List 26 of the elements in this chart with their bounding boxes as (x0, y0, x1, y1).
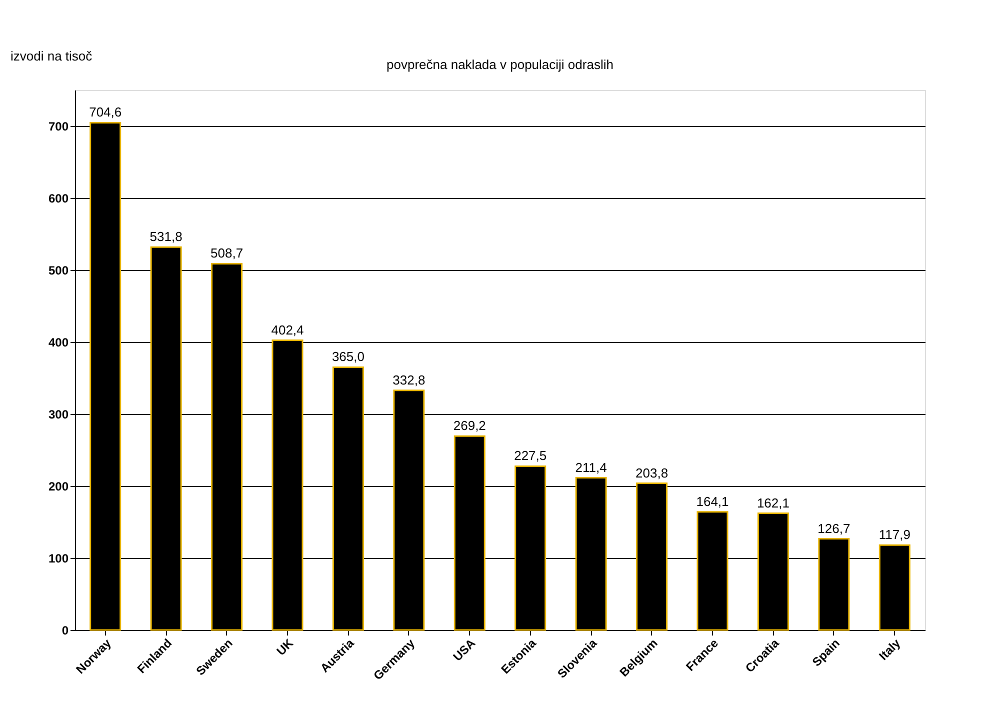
data-label: 402,4 (271, 322, 304, 338)
data-label: 117,9 (878, 527, 910, 542)
data-label: 211,4 (575, 460, 607, 475)
y-tick-label: 300 (48, 408, 69, 422)
data-label: 164,1 (696, 494, 729, 509)
data-label: 126,7 (818, 520, 850, 536)
y-tick-label: 0 (62, 624, 69, 638)
data-label: 203,8 (636, 465, 668, 480)
x-tick-label: USA (450, 636, 478, 664)
y-tick-label: 200 (48, 480, 69, 494)
x-tick-label: UK (274, 636, 296, 658)
y-tick-label: 600 (48, 192, 69, 206)
data-label: 508,7 (210, 246, 244, 261)
chart-title: povprečna naklada v populaciji odraslih (386, 57, 614, 72)
data-label: 365,0 (332, 349, 364, 364)
data-label: 162,1 (756, 495, 790, 510)
y-axis-title: izvodi na tisoč (10, 48, 93, 64)
data-label: 704,6 (89, 104, 122, 120)
data-label: 269,2 (453, 418, 486, 434)
y-tick-label: 500 (48, 264, 69, 278)
data-label: 332,8 (392, 372, 426, 388)
y-tick-label: 400 (48, 336, 69, 350)
data-label: 227,5 (514, 448, 547, 464)
y-tick-label: 100 (48, 552, 69, 566)
y-tick-label: 700 (48, 120, 69, 134)
data-label: 531,8 (150, 229, 182, 244)
